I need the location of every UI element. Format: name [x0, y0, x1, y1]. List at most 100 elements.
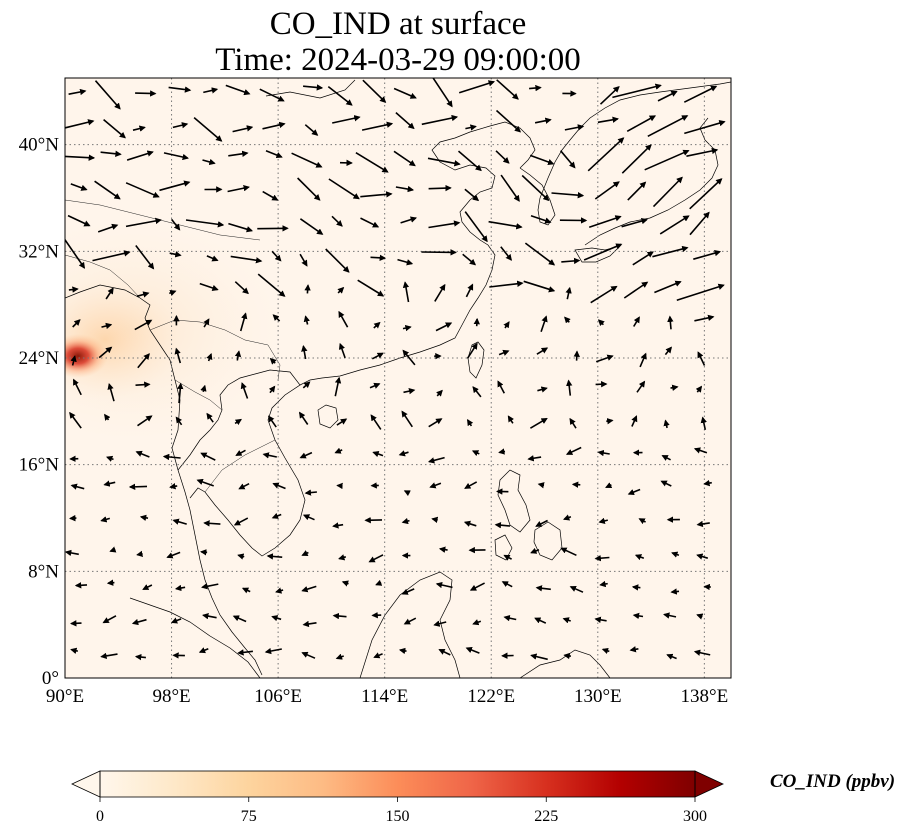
wind-arrow: [466, 342, 478, 359]
wind-arrow: [103, 118, 126, 139]
wind-arrow: [232, 615, 247, 623]
wind-arrow: [467, 419, 474, 427]
wind-arrow: [370, 254, 387, 262]
wind-arrow: [429, 482, 442, 489]
wind-arrow: [395, 112, 415, 130]
wind-arrow: [652, 245, 689, 258]
colorbar-tick-label: 300: [683, 808, 707, 825]
wind-arrow: [660, 480, 672, 487]
wind-arrow: [92, 250, 131, 262]
wind-arrow: [203, 520, 221, 527]
wind-arrow: [694, 314, 715, 322]
wind-arrow: [228, 222, 254, 233]
wind-arrow: [599, 580, 608, 588]
wind-arrow: [298, 411, 309, 425]
wind-arrow: [703, 583, 711, 591]
wind-arrow: [638, 518, 646, 525]
wind-arrow: [70, 355, 77, 366]
wind-arrow: [671, 551, 680, 558]
wind-arrow: [597, 319, 605, 327]
wind-arrow: [534, 117, 552, 124]
wind-arrow: [697, 351, 706, 366]
wind-arrow: [142, 584, 153, 591]
wind-arrow: [537, 386, 548, 393]
wind-arrow: [501, 581, 513, 588]
wind-arrow: [269, 357, 277, 365]
wind-arrow: [647, 115, 689, 138]
wind-arrow: [563, 652, 572, 660]
wind-arrow: [537, 482, 545, 489]
wind-arrow: [433, 620, 447, 627]
wind-arrow: [125, 217, 162, 228]
wind-arrow: [569, 585, 584, 593]
wind-arrow: [126, 150, 154, 161]
wind-arrow: [297, 177, 321, 201]
wind-arrow: [599, 86, 620, 105]
wind-arrow: [206, 412, 214, 423]
latitude-tick-label: 40°N: [19, 135, 60, 156]
wind-arrow: [530, 653, 548, 661]
wind-arrow: [393, 150, 416, 167]
wind-arrow: [696, 613, 704, 620]
wind-arrow: [402, 349, 416, 366]
wind-arrow: [134, 653, 146, 661]
longitude-tick-label: 130°E: [574, 686, 622, 707]
wind-arrow: [241, 587, 251, 594]
latitude-tick-label: 32°N: [19, 241, 60, 262]
wind-arrow: [65, 154, 96, 161]
wind-arrow: [644, 149, 690, 171]
wind-arrow: [464, 188, 480, 202]
wind-arrow: [131, 618, 147, 626]
wind-arrow: [464, 481, 478, 489]
wind-arrow: [489, 280, 524, 288]
wind-arrow: [693, 447, 708, 454]
latitude-tick-label: 8°N: [28, 561, 59, 582]
wind-arrow: [700, 416, 707, 430]
wind-arrow: [496, 79, 519, 100]
wind-arrow: [401, 517, 410, 525]
map-frame: [64, 77, 732, 679]
wind-arrow: [588, 215, 622, 229]
longitude-tick-label: 138°E: [681, 686, 729, 707]
wind-arrow: [203, 87, 219, 94]
wind-arrow: [369, 382, 381, 389]
wind-arrow: [393, 87, 417, 99]
wind-arrow: [137, 415, 153, 427]
wind-arrow: [530, 215, 552, 224]
colorbar-extend-max: [694, 770, 724, 798]
wind-arrow: [465, 124, 477, 131]
wind-arrow: [634, 554, 645, 561]
wind-arrow: [676, 283, 725, 302]
wind-arrow: [100, 652, 118, 660]
colorbar-tick-label: 225: [534, 808, 558, 825]
wind-arrow: [495, 150, 510, 164]
wind-arrow: [291, 152, 323, 168]
wind-arrow: [402, 324, 412, 332]
wind-arrow: [529, 417, 548, 429]
wind-arrow: [559, 150, 576, 169]
wind-arrow: [398, 450, 409, 457]
wind-arrow: [233, 517, 249, 526]
wind-arrow: [436, 389, 443, 397]
wind-arrow: [355, 152, 389, 173]
wind-arrow: [562, 514, 572, 521]
wind-arrow: [70, 183, 88, 191]
wind-arrow: [299, 218, 324, 235]
wind-arrow: [271, 512, 282, 519]
colorbar-tick-label: 75: [241, 808, 257, 825]
wind-arrow: [434, 283, 446, 302]
wind-arrow: [101, 322, 113, 330]
latitude-tick-label: 24°N: [19, 348, 60, 369]
wind-arrow: [431, 516, 439, 524]
colorbar-tick-label: 150: [386, 808, 410, 825]
wind-arrow: [530, 547, 540, 554]
wind-arrow: [498, 448, 506, 455]
wind-arrow: [432, 78, 453, 108]
wind-arrow: [403, 388, 416, 395]
wind-arrow: [597, 116, 619, 124]
wind-arrow: [583, 243, 623, 261]
wind-arrow: [428, 220, 461, 229]
wind-arrow: [403, 490, 411, 497]
wind-arrow: [503, 321, 510, 329]
wind-arrow: [332, 612, 347, 620]
